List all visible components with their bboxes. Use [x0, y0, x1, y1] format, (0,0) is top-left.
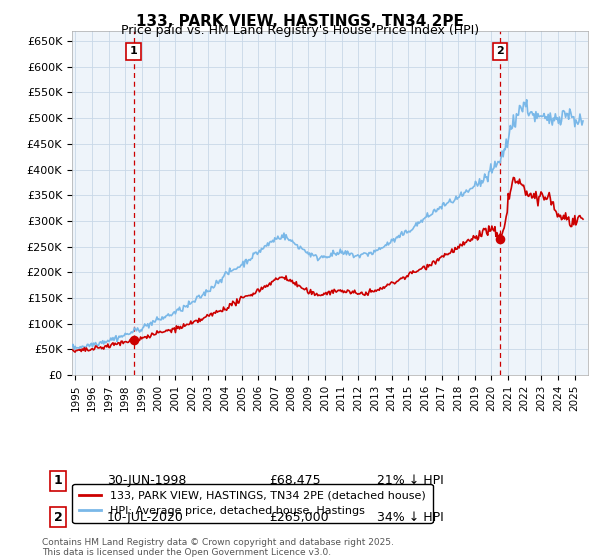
Text: Price paid vs. HM Land Registry's House Price Index (HPI): Price paid vs. HM Land Registry's House … [121, 24, 479, 37]
Text: 1: 1 [54, 474, 62, 487]
Text: £68,475: £68,475 [269, 474, 320, 487]
Legend: 133, PARK VIEW, HASTINGS, TN34 2PE (detached house), HPI: Average price, detache: 133, PARK VIEW, HASTINGS, TN34 2PE (deta… [73, 484, 433, 523]
Text: £265,000: £265,000 [269, 511, 328, 524]
Text: 30-JUN-1998: 30-JUN-1998 [107, 474, 186, 487]
Text: 21% ↓ HPI: 21% ↓ HPI [377, 474, 443, 487]
Text: 34% ↓ HPI: 34% ↓ HPI [377, 511, 443, 524]
Point [129, 335, 139, 344]
Text: 133, PARK VIEW, HASTINGS, TN34 2PE: 133, PARK VIEW, HASTINGS, TN34 2PE [136, 14, 464, 29]
Text: 2: 2 [496, 46, 504, 57]
Text: 10-JUL-2020: 10-JUL-2020 [107, 511, 184, 524]
Text: 2: 2 [54, 511, 62, 524]
Point [496, 235, 505, 244]
Text: Contains HM Land Registry data © Crown copyright and database right 2025.
This d: Contains HM Land Registry data © Crown c… [42, 538, 394, 557]
Text: 1: 1 [130, 46, 137, 57]
